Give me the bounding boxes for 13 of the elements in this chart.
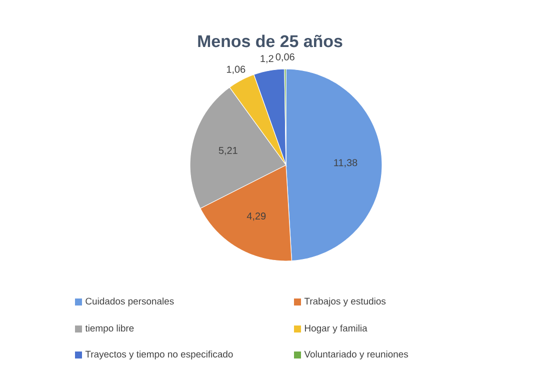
data-label: 0,06 bbox=[276, 53, 294, 62]
legend-label: Hogar y familia bbox=[304, 324, 368, 334]
data-label: 5,21 bbox=[218, 146, 238, 156]
data-label: 11,38 bbox=[334, 159, 358, 168]
data-label: 4,29 bbox=[246, 212, 266, 221]
data-label: 1,2 bbox=[260, 55, 274, 64]
legend-label: tiempo libre bbox=[85, 324, 134, 334]
legend-label: Cuidados personales bbox=[86, 298, 174, 306]
data-label: 1,06 bbox=[226, 66, 246, 74]
chart-title: Menos de 25 años bbox=[198, 34, 342, 48]
legend-label: Trabajos y estudios bbox=[304, 298, 386, 306]
legend-label: Trayectos y tiempo no especificado bbox=[85, 350, 233, 360]
legend-label: Voluntariado y reuniones bbox=[304, 350, 408, 360]
